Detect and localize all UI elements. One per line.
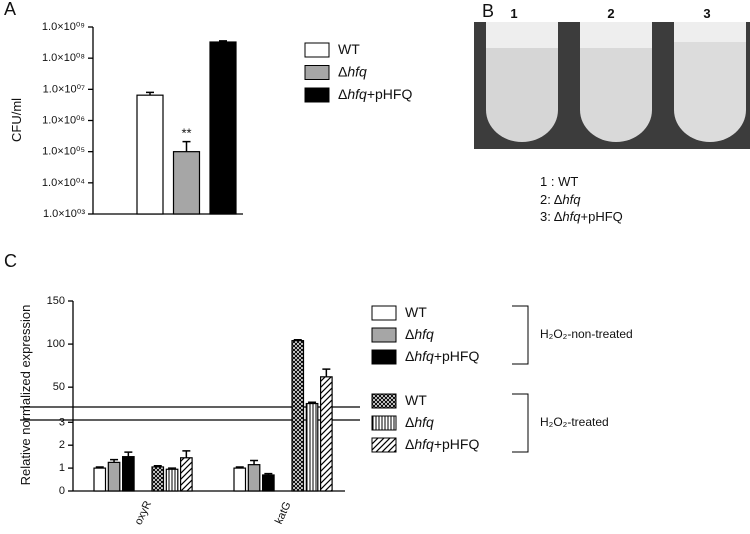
legend-bracket bbox=[512, 393, 529, 453]
y-tick-label: 100 bbox=[47, 338, 65, 350]
bar bbox=[136, 94, 164, 215]
y-tick-label: 1.0×10⁰⁹ bbox=[42, 21, 85, 33]
error-bar bbox=[168, 467, 177, 470]
error-bar bbox=[235, 466, 244, 469]
panel-label: B bbox=[482, 1, 494, 21]
y-tick-label: 3 bbox=[59, 416, 65, 428]
error-bar bbox=[308, 401, 317, 404]
legend-swatch bbox=[304, 65, 330, 80]
y-tick-label: 1.0×10⁰⁵ bbox=[42, 146, 85, 158]
caption: 3: Δhfq+pHFQ bbox=[540, 209, 623, 224]
legend-label: WT bbox=[405, 392, 427, 408]
bar bbox=[93, 467, 107, 492]
y-tick-label: 2 bbox=[59, 439, 65, 451]
legend-swatch bbox=[371, 393, 397, 409]
error-bar bbox=[153, 465, 162, 467]
y-tick-label: 50 bbox=[53, 381, 65, 393]
tube-label: 1 bbox=[510, 6, 517, 21]
bar bbox=[209, 41, 237, 215]
y-tick-label: 1.0×10⁰⁷ bbox=[43, 83, 85, 95]
y-axis-label: CFU/ml bbox=[9, 98, 24, 142]
error-bar bbox=[110, 458, 119, 463]
legend-label: Δhfq+pHFQ bbox=[338, 86, 412, 102]
y-tick-label: 1.0×10⁰⁶ bbox=[42, 114, 85, 126]
legend-swatch bbox=[371, 349, 397, 365]
legend-label: WT bbox=[405, 304, 427, 320]
legend-swatch bbox=[371, 437, 397, 453]
legend-swatch bbox=[371, 327, 397, 343]
caption: 2: Δhfq bbox=[540, 192, 581, 207]
error-bar bbox=[146, 91, 154, 96]
legend-label: Δhfq+pHFQ bbox=[405, 348, 479, 364]
error-bar bbox=[182, 450, 191, 458]
legend-swatch bbox=[371, 415, 397, 431]
annotation: ** bbox=[181, 126, 191, 141]
legend-swatch bbox=[371, 305, 397, 321]
bar bbox=[121, 456, 135, 492]
legend-label: Δhfq bbox=[338, 63, 367, 79]
error-bar bbox=[264, 472, 273, 475]
legend-label: WT bbox=[338, 41, 360, 57]
bar bbox=[247, 464, 261, 492]
group-label: H₂O₂-non-treated bbox=[540, 327, 633, 341]
bar bbox=[151, 466, 165, 492]
error-bar bbox=[95, 466, 104, 469]
group-label: H₂O₂-treated bbox=[540, 415, 609, 429]
error-bar bbox=[293, 339, 302, 341]
error-bar bbox=[182, 140, 191, 152]
y-tick-label: 150 bbox=[47, 295, 65, 307]
y-axis-label: Relative normalized expression bbox=[18, 305, 33, 486]
legend-label: Δhfq bbox=[405, 414, 434, 430]
y-tick-label: 0 bbox=[59, 485, 65, 497]
bar bbox=[262, 474, 275, 492]
legend-bracket bbox=[512, 305, 529, 365]
legend-label: Δhfq+pHFQ bbox=[405, 436, 479, 452]
y-tick-label: 1 bbox=[59, 462, 65, 474]
legend-swatch bbox=[304, 87, 330, 103]
bar bbox=[165, 468, 179, 492]
caption: 1 : WT bbox=[540, 174, 578, 189]
error-bar bbox=[124, 451, 133, 457]
bar bbox=[180, 457, 193, 492]
panel-label: C bbox=[4, 251, 17, 271]
bar bbox=[291, 340, 305, 492]
legend-label: Δhfq bbox=[405, 326, 434, 342]
bar bbox=[107, 461, 121, 492]
bar bbox=[320, 376, 333, 492]
y-tick-label: 1.0×10⁰⁸ bbox=[42, 52, 85, 64]
panel-label: A bbox=[4, 0, 16, 19]
x-tick-label: katG bbox=[273, 500, 294, 526]
tube-photo bbox=[474, 22, 750, 149]
bar bbox=[305, 402, 319, 492]
y-tick-label: 1.0×10⁰⁴ bbox=[42, 177, 85, 189]
bar bbox=[233, 467, 247, 492]
bar bbox=[172, 151, 201, 215]
x-tick-label: oxyR bbox=[132, 499, 153, 527]
error-bar bbox=[322, 368, 331, 377]
y-tick-label: 1.0×10⁰³ bbox=[43, 208, 85, 220]
tube-label: 3 bbox=[703, 6, 710, 21]
legend-swatch bbox=[304, 42, 330, 58]
tube-label: 2 bbox=[607, 6, 614, 21]
error-bar bbox=[219, 40, 227, 43]
error-bar bbox=[250, 459, 259, 465]
